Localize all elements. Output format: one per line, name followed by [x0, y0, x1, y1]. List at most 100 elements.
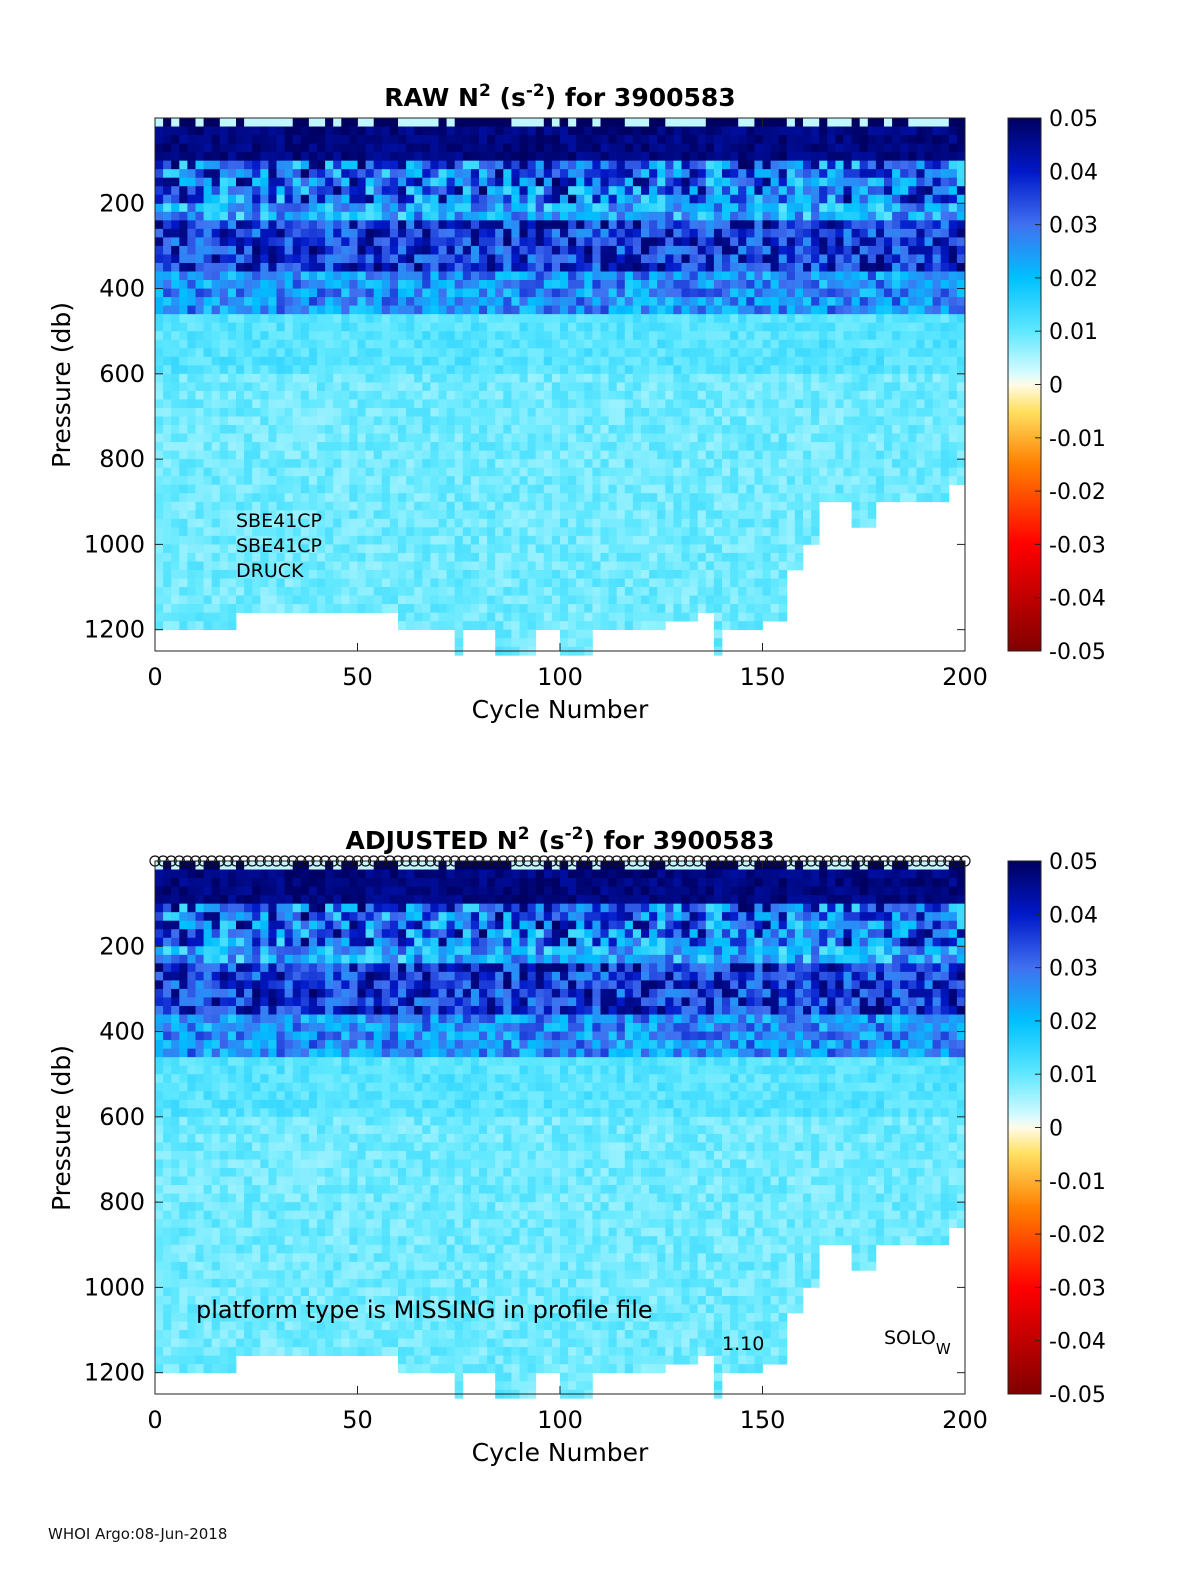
heatmap-cell: [422, 245, 431, 255]
heatmap-cell: [576, 348, 585, 358]
heatmap-cell: [827, 237, 836, 247]
heatmap-cell: [778, 595, 788, 605]
heatmap-cell: [349, 365, 358, 375]
heatmap-cell: [171, 135, 180, 144]
heatmap-cell: [155, 280, 164, 289]
heatmap-cell: [511, 262, 520, 272]
heatmap-cell: [155, 407, 164, 417]
heatmap-cell: [155, 552, 164, 562]
heatmap-cell: [803, 348, 812, 358]
heatmap-cell: [786, 407, 796, 417]
heatmap-cell: [479, 143, 488, 153]
heatmap-cell: [195, 288, 204, 298]
heatmap-cell: [187, 339, 196, 349]
heatmap-cell: [381, 220, 391, 230]
heatmap-cell: [503, 194, 512, 204]
heatmap-cell: [195, 450, 204, 460]
heatmap-cell: [495, 143, 504, 153]
heatmap-cell: [187, 211, 196, 221]
heatmap-cell: [300, 126, 310, 136]
heatmap-cell: [730, 510, 739, 520]
heatmap-cell: [762, 356, 771, 366]
heatmap-cell: [276, 160, 285, 170]
heatmap-cell: [649, 169, 658, 179]
heatmap-cell: [479, 552, 488, 562]
heatmap-cell: [560, 237, 569, 247]
heatmap-cell: [794, 467, 804, 477]
heatmap-cell: [227, 484, 237, 494]
heatmap-cell: [446, 262, 456, 272]
heatmap-cell: [438, 621, 447, 631]
heatmap-cell: [398, 416, 407, 426]
heatmap-cell: [543, 569, 553, 579]
heatmap-cell: [713, 442, 723, 451]
heatmap-cell: [430, 544, 439, 554]
heatmap-cell: [462, 407, 472, 417]
heatmap-cell: [325, 407, 334, 417]
heatmap-cell: [398, 373, 407, 383]
heatmap-cell: [584, 467, 593, 477]
heatmap-cell: [236, 356, 245, 366]
heatmap-cell: [284, 425, 294, 434]
heatmap-cell: [794, 425, 804, 434]
heatmap-cell: [219, 510, 229, 520]
heatmap-cell: [203, 169, 213, 179]
heatmap-cell: [155, 194, 164, 204]
heatmap-cell: [681, 501, 690, 511]
heatmap-cell: [754, 237, 763, 247]
heatmap-cell: [803, 305, 812, 315]
heatmap-cell: [762, 305, 771, 315]
heatmap-cell: [244, 135, 253, 144]
heatmap-cell: [600, 220, 609, 230]
heatmap-cell: [389, 271, 399, 281]
heatmap-cell: [551, 297, 561, 307]
heatmap-cell: [414, 126, 423, 136]
heatmap-cell: [479, 493, 488, 503]
heatmap-cell: [341, 203, 350, 213]
heatmap-cell: [527, 169, 537, 179]
heatmap-cell: [446, 365, 456, 375]
heatmap-cell: [770, 160, 780, 170]
heatmap-cell: [414, 476, 423, 486]
heatmap-cell: [608, 356, 618, 366]
heatmap-cell: [641, 416, 650, 426]
heatmap-cell: [398, 118, 407, 127]
heatmap-cell: [624, 194, 634, 204]
heatmap-cell: [754, 569, 763, 579]
heatmap-cell: [811, 169, 820, 179]
heatmap-cell: [527, 629, 537, 639]
heatmap-cell: [357, 228, 366, 238]
heatmap-cell: [681, 271, 690, 281]
heatmap-cell: [333, 407, 342, 417]
heatmap-cell: [487, 399, 496, 409]
heatmap-cell: [454, 612, 464, 622]
heatmap-cell: [341, 288, 350, 298]
heatmap-cell: [219, 493, 229, 503]
heatmap-cell: [657, 416, 666, 426]
heatmap-cell: [681, 459, 690, 469]
heatmap-cell: [641, 552, 650, 562]
heatmap-cell: [163, 595, 172, 605]
heatmap-cell: [422, 501, 431, 511]
heatmap-cell: [219, 459, 229, 469]
heatmap-cell: [398, 544, 407, 554]
heatmap-cell: [227, 467, 237, 477]
heatmap-cell: [479, 407, 488, 417]
heatmap-cell: [479, 416, 488, 426]
heatmap-cell: [511, 126, 520, 136]
heatmap-cell: [584, 450, 593, 460]
heatmap-cell: [632, 331, 642, 341]
heatmap-cell: [227, 416, 237, 426]
heatmap-cell: [827, 186, 836, 196]
heatmap-cell: [292, 467, 302, 477]
heatmap-cell: [503, 459, 512, 469]
heatmap-cell: [535, 160, 545, 170]
heatmap-cell: [527, 587, 537, 596]
heatmap-cell: [746, 561, 755, 571]
heatmap-cell: [244, 288, 253, 298]
heatmap-cell: [357, 126, 366, 136]
heatmap-cell: [252, 143, 261, 153]
heatmap-cell: [268, 211, 277, 221]
heatmap-cell: [535, 604, 545, 614]
heatmap-cell: [389, 561, 399, 571]
